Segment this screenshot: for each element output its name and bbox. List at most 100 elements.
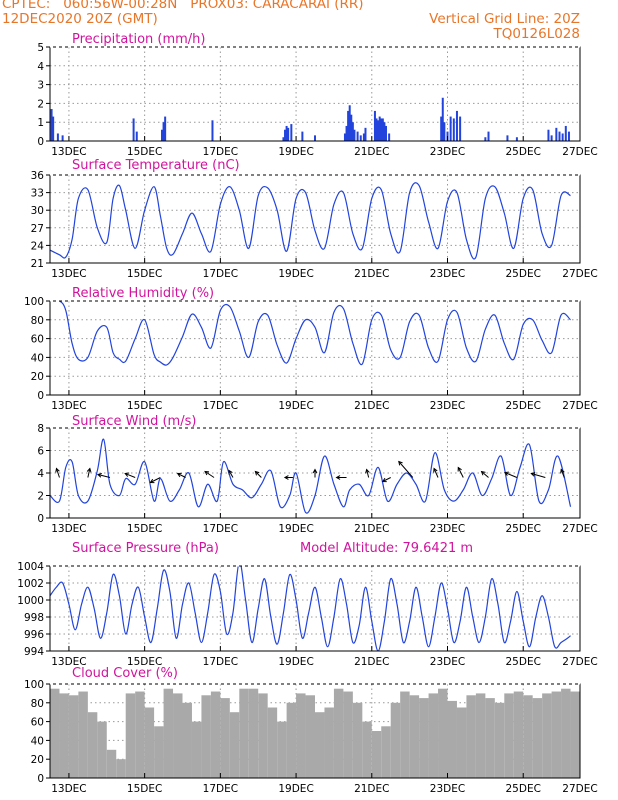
x-tick-label: 13DEC	[51, 268, 86, 280]
precip-bar	[52, 116, 55, 141]
y-tick-label: 1004	[17, 561, 44, 573]
x-tick-label: 27DEC	[562, 656, 597, 668]
x-tick-label: 19DEC	[278, 268, 313, 280]
cloud-bar	[333, 688, 344, 778]
y-tick-label: 1002	[17, 578, 44, 590]
precip-bar	[362, 133, 365, 141]
wind-arrow-head	[149, 478, 155, 484]
x-tick-label: 27DEC	[562, 146, 597, 158]
y-tick-label: 80	[31, 315, 44, 327]
cloud-bar	[438, 688, 448, 778]
rh-line	[50, 301, 571, 366]
y-tick-label: 5	[37, 42, 44, 54]
cloud-bar	[504, 693, 514, 778]
panel-frame	[49, 46, 581, 142]
x-tick-label: 27DEC	[562, 523, 597, 535]
wind-arrow-head	[204, 470, 210, 476]
x-tick-label: 19DEC	[278, 656, 313, 668]
cloud-bar	[428, 693, 439, 778]
y-tick-label: 0	[37, 390, 44, 402]
precip-bar	[383, 122, 386, 141]
precip-bar	[135, 131, 138, 141]
precip-bar	[388, 133, 391, 141]
x-tick-label: 17DEC	[203, 400, 238, 412]
precip-bar	[567, 131, 570, 141]
y-tick-label: 80	[31, 698, 44, 710]
precip-bar	[211, 120, 214, 141]
y-tick-label: 24	[31, 240, 45, 252]
wind-arrow	[228, 470, 234, 478]
x-tick-label: 19DEC	[278, 783, 313, 795]
wind-arrow-head	[560, 468, 565, 474]
cloud-bar	[154, 726, 164, 778]
cloud-bar	[220, 698, 230, 778]
wind-arrow	[457, 467, 464, 478]
y-tick-label: 0	[37, 513, 44, 525]
x-tick-label: 23DEC	[430, 523, 465, 535]
cloud-bar	[277, 721, 287, 778]
wind-arrow	[150, 477, 161, 483]
cloud-bar	[248, 688, 259, 778]
cloud-bar	[324, 707, 334, 778]
precip-bar	[443, 122, 446, 141]
wind-arrow	[366, 469, 370, 478]
x-tick-label: 27DEC	[562, 400, 597, 412]
wind-arrow-head	[335, 475, 341, 480]
precip-bar	[285, 125, 288, 141]
cloud-bar	[371, 731, 382, 778]
wind-arrow	[398, 461, 414, 478]
y-tick-label: 8	[37, 423, 44, 435]
x-tick-label: 13DEC	[51, 400, 86, 412]
cloud-bar	[532, 698, 543, 778]
wind-line	[50, 438, 572, 514]
cloud-bar	[182, 702, 192, 778]
x-tick-label: 25DEC	[506, 268, 541, 280]
precip-bar	[356, 131, 359, 141]
precip-bar	[56, 133, 59, 141]
wind-arrow	[177, 473, 186, 478]
wind-arrow-head	[503, 471, 509, 476]
cloud-bar	[229, 712, 240, 778]
precip-bar	[440, 116, 443, 141]
x-tick-label: 15DEC	[127, 146, 162, 158]
precip-bar	[375, 118, 378, 141]
precip-bar	[380, 118, 383, 141]
wind-arrow	[504, 472, 518, 478]
precip-bar	[359, 135, 362, 141]
precip-bar	[162, 122, 165, 141]
press-line	[50, 566, 571, 651]
wind-arrow-head	[381, 477, 387, 483]
precip-bar	[350, 114, 353, 141]
cloud-bar	[305, 695, 315, 778]
x-tick-label: 15DEC	[127, 400, 162, 412]
precip-bar	[50, 109, 53, 141]
cloud-bar	[97, 721, 107, 778]
x-tick-label: 25DEC	[506, 523, 541, 535]
cloud-bar	[68, 695, 79, 778]
y-tick-label: 1000	[17, 595, 44, 607]
cloud-bar	[381, 726, 391, 778]
precip-bar	[160, 129, 163, 141]
cloud-bar	[296, 693, 306, 778]
precip-bar	[343, 133, 346, 141]
wind-arrow	[124, 473, 136, 478]
precip-bar	[441, 97, 444, 141]
precip-bar	[164, 116, 167, 141]
panel-title-extra: Model Altitude: 79.6421 m	[300, 541, 473, 556]
y-tick-label: 2	[37, 98, 44, 110]
forecast-datetime: 12DEC2020 20Z (GMT)	[2, 11, 158, 27]
precip-bar	[373, 110, 376, 141]
y-tick-label: 20	[31, 371, 44, 383]
cloud-bar	[390, 702, 401, 778]
cloud-bar	[419, 698, 429, 778]
cloud-bar	[135, 691, 145, 778]
x-tick-label: 13DEC	[51, 656, 86, 668]
cloud-bar	[570, 691, 580, 778]
x-tick-label: 21DEC	[354, 268, 389, 280]
model-id: TQ0126L028	[493, 26, 580, 42]
precip-bar	[484, 137, 487, 141]
panel-frame	[49, 174, 581, 264]
y-tick-label: 40	[31, 735, 44, 747]
precip-bar	[287, 127, 290, 141]
x-tick-label: 25DEC	[506, 146, 541, 158]
